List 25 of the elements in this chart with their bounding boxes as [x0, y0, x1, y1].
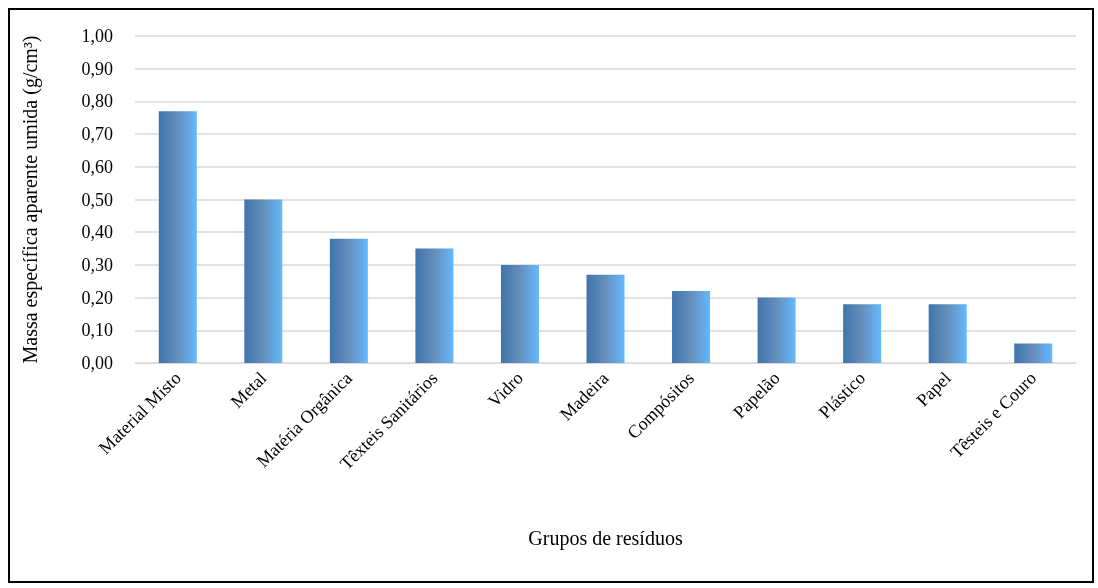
bar: [415, 248, 454, 363]
y-tick-label: 0,40: [81, 222, 113, 243]
bar: [928, 304, 967, 363]
y-tick-label: 0,20: [81, 287, 113, 308]
x-tick-label: Vidro: [483, 367, 528, 411]
bar: [757, 297, 796, 363]
y-tick-label: 0,90: [81, 58, 113, 79]
x-axis-title: Grupos de resíduos: [528, 527, 683, 550]
bar: [244, 199, 283, 363]
y-tick-label: 0,80: [81, 91, 113, 112]
y-tick-label: 0,30: [81, 254, 113, 275]
bar: [586, 274, 625, 363]
y-tick-label: 0,10: [81, 320, 113, 341]
bar: [843, 304, 882, 363]
bar: [329, 238, 368, 363]
y-tick-label: 0,00: [81, 353, 113, 373]
bar: [672, 291, 711, 363]
y-tick-label: 0,60: [81, 156, 113, 177]
y-tick-label: 0,50: [81, 189, 113, 210]
y-tick-label: 1,00: [81, 26, 113, 46]
bar: [1014, 343, 1053, 363]
bar: [158, 111, 197, 363]
y-tick-label: 0,70: [81, 124, 113, 145]
bar: [500, 264, 539, 363]
y-axis-title: Massa específica aparente umida (g/cm³): [19, 35, 42, 364]
